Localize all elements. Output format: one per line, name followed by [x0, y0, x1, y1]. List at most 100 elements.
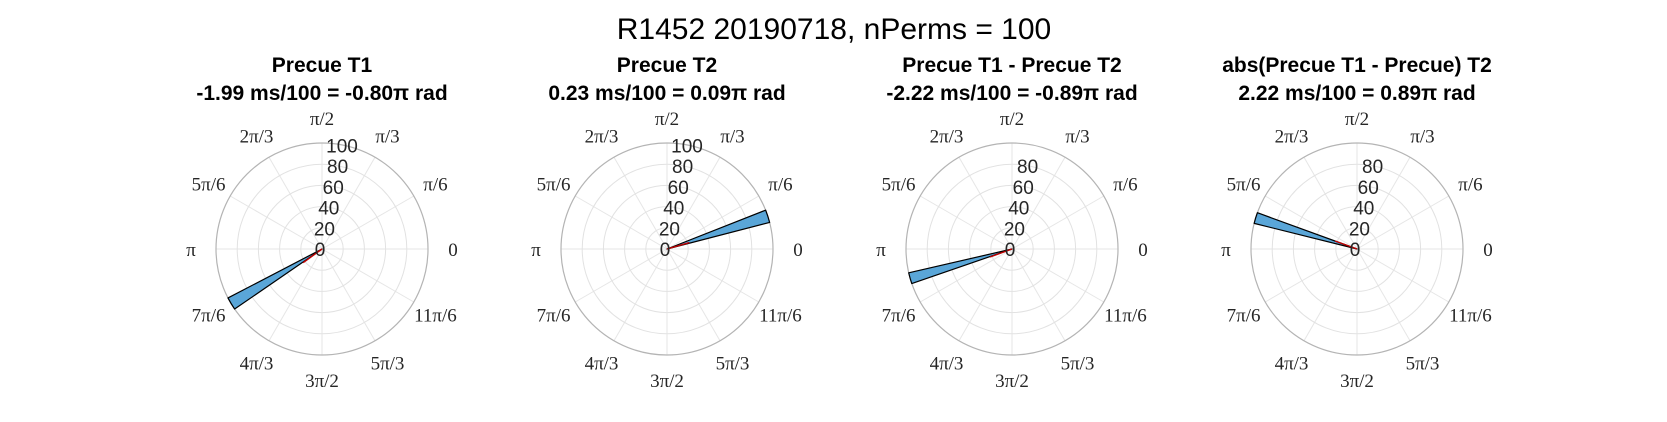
radial-tick-label: 0	[315, 240, 326, 261]
angle-tick-label: π/6	[1458, 175, 1482, 196]
radial-tick-label: 40	[1353, 199, 1374, 220]
angle-tick-label: 0	[1483, 240, 1493, 261]
angle-tick-label: 11π/6	[1104, 306, 1147, 327]
polar-panel-1: Precue T1-1.99 ms/100 = -0.80π rad020406…	[186, 54, 458, 392]
angle-tick-label: 7π/6	[192, 306, 226, 327]
angular-gridline	[1011, 248, 1105, 303]
angular-gridline	[268, 248, 323, 342]
angle-tick-label: 3π/2	[1340, 371, 1374, 392]
angular-gridline	[1356, 156, 1411, 250]
radial-tick-label: 20	[659, 219, 680, 240]
angle-tick-label: 4π/3	[930, 353, 964, 374]
radial-gridline	[1335, 227, 1379, 271]
panel-title: Precue T1 - Precue T2	[902, 54, 1121, 77]
angular-gridline	[666, 248, 721, 342]
angular-gridline	[574, 195, 668, 250]
angle-tick-label: π/6	[423, 175, 447, 196]
angle-tick-label: 5π/6	[192, 175, 226, 196]
angular-gridline	[1011, 195, 1105, 250]
angle-tick-label: 2π/3	[240, 127, 274, 148]
radial-tick-label: 80	[1362, 157, 1383, 178]
angle-tick-label: π/2	[310, 109, 334, 130]
radial-tick-label: 60	[668, 178, 689, 199]
angle-tick-label: π/3	[1065, 127, 1089, 148]
angular-gridline	[919, 195, 1013, 250]
angle-tick-label: 5π/3	[716, 353, 750, 374]
angular-gridline	[613, 248, 668, 342]
mean-direction-line	[989, 248, 1013, 258]
polar-panel-4: abs(Precue T1 - Precue) T2 2.22 ms/100 = …	[1221, 54, 1493, 392]
panel-subtitle: -1.99 ms/100 = -0.80π rad	[196, 82, 447, 105]
radial-gridline	[581, 163, 753, 335]
angle-tick-label: 5π/3	[1061, 353, 1095, 374]
panels: Precue T1-1.99 ms/100 = -0.80π rad020406…	[186, 54, 1493, 392]
histogram-bin	[908, 248, 1013, 285]
angle-tick-label: π	[186, 240, 196, 261]
angular-gridline	[1011, 156, 1066, 250]
radial-gridline	[990, 227, 1034, 271]
angle-tick-label: 4π/3	[240, 353, 274, 374]
angular-gridline	[1356, 248, 1450, 303]
angle-tick-label: π	[876, 240, 886, 261]
radial-gridline	[257, 184, 387, 314]
angle-tick-label: 5π/3	[371, 353, 405, 374]
panel-title: abs(Precue T1 - Precue) T2	[1222, 54, 1492, 77]
angular-gridline	[321, 195, 415, 250]
radial-gridline	[645, 227, 689, 271]
panel-subtitle: -2.22 ms/100 = -0.89π rad	[886, 82, 1137, 105]
polar-panel-3: Precue T1 - Precue T2 -2.22 ms/100 = -0.8…	[876, 54, 1148, 392]
angular-gridline	[321, 248, 415, 303]
angle-tick-label: 11π/6	[759, 306, 802, 327]
radial-gridline	[1314, 206, 1400, 292]
angle-tick-label: 2π/3	[585, 127, 619, 148]
angular-gridline	[1303, 156, 1358, 250]
radial-gridline	[300, 227, 344, 271]
radial-tick-label: 80	[1017, 157, 1038, 178]
radial-gridline	[236, 163, 408, 335]
angle-tick-label: π/3	[1410, 127, 1434, 148]
histogram-bin	[227, 248, 323, 310]
polar-panel-2: Precue T20.23 ms/100 = 0.09π rad02040608…	[531, 54, 803, 392]
radial-tick-label: 80	[672, 157, 693, 178]
angle-tick-label: 2π/3	[1275, 127, 1309, 148]
panel-title: Precue T1	[272, 54, 373, 77]
radial-tick-label: 20	[1349, 219, 1370, 240]
angular-gridline	[268, 156, 323, 250]
panel-subtitle: 0.23 ms/100 = 0.09π rad	[548, 82, 785, 105]
radial-tick-label: 100	[326, 136, 358, 157]
angle-tick-label: 4π/3	[585, 353, 619, 374]
angle-tick-label: 11π/6	[1449, 306, 1492, 327]
angle-tick-label: 5π/6	[1227, 175, 1261, 196]
radial-gridline	[926, 163, 1098, 335]
angle-tick-label: 5π/6	[537, 175, 571, 196]
panel-subtitle: 2.22 ms/100 = 0.89π rad	[1238, 82, 1475, 105]
angle-tick-label: π/2	[655, 109, 679, 130]
radial-tick-label: 0	[660, 240, 671, 261]
radial-tick-label: 60	[1358, 178, 1379, 199]
angle-tick-label: 7π/6	[882, 306, 916, 327]
radial-gridline	[1292, 184, 1422, 314]
angular-gridline	[613, 156, 668, 250]
angle-tick-label: 2π/3	[930, 127, 964, 148]
angle-tick-label: 0	[793, 240, 803, 261]
angular-gridline	[1356, 248, 1411, 342]
radial-tick-label: 20	[314, 219, 335, 240]
angle-tick-label: 7π/6	[1227, 306, 1261, 327]
radial-gridline	[624, 206, 710, 292]
mean-direction-line	[1334, 240, 1358, 250]
angle-tick-label: 3π/2	[305, 371, 339, 392]
radial-tick-label: 60	[1013, 178, 1034, 199]
angle-tick-label: 7π/6	[537, 306, 571, 327]
angle-tick-label: 11π/6	[414, 306, 457, 327]
angular-gridline	[1011, 248, 1066, 342]
angular-gridline	[958, 248, 1013, 342]
angle-tick-label: π/3	[375, 127, 399, 148]
radial-gridline	[969, 206, 1055, 292]
angular-gridline	[1303, 248, 1358, 342]
angular-gridline	[229, 195, 323, 250]
angle-tick-label: 0	[1138, 240, 1148, 261]
angle-tick-label: π/6	[768, 175, 792, 196]
radial-gridline	[279, 206, 365, 292]
